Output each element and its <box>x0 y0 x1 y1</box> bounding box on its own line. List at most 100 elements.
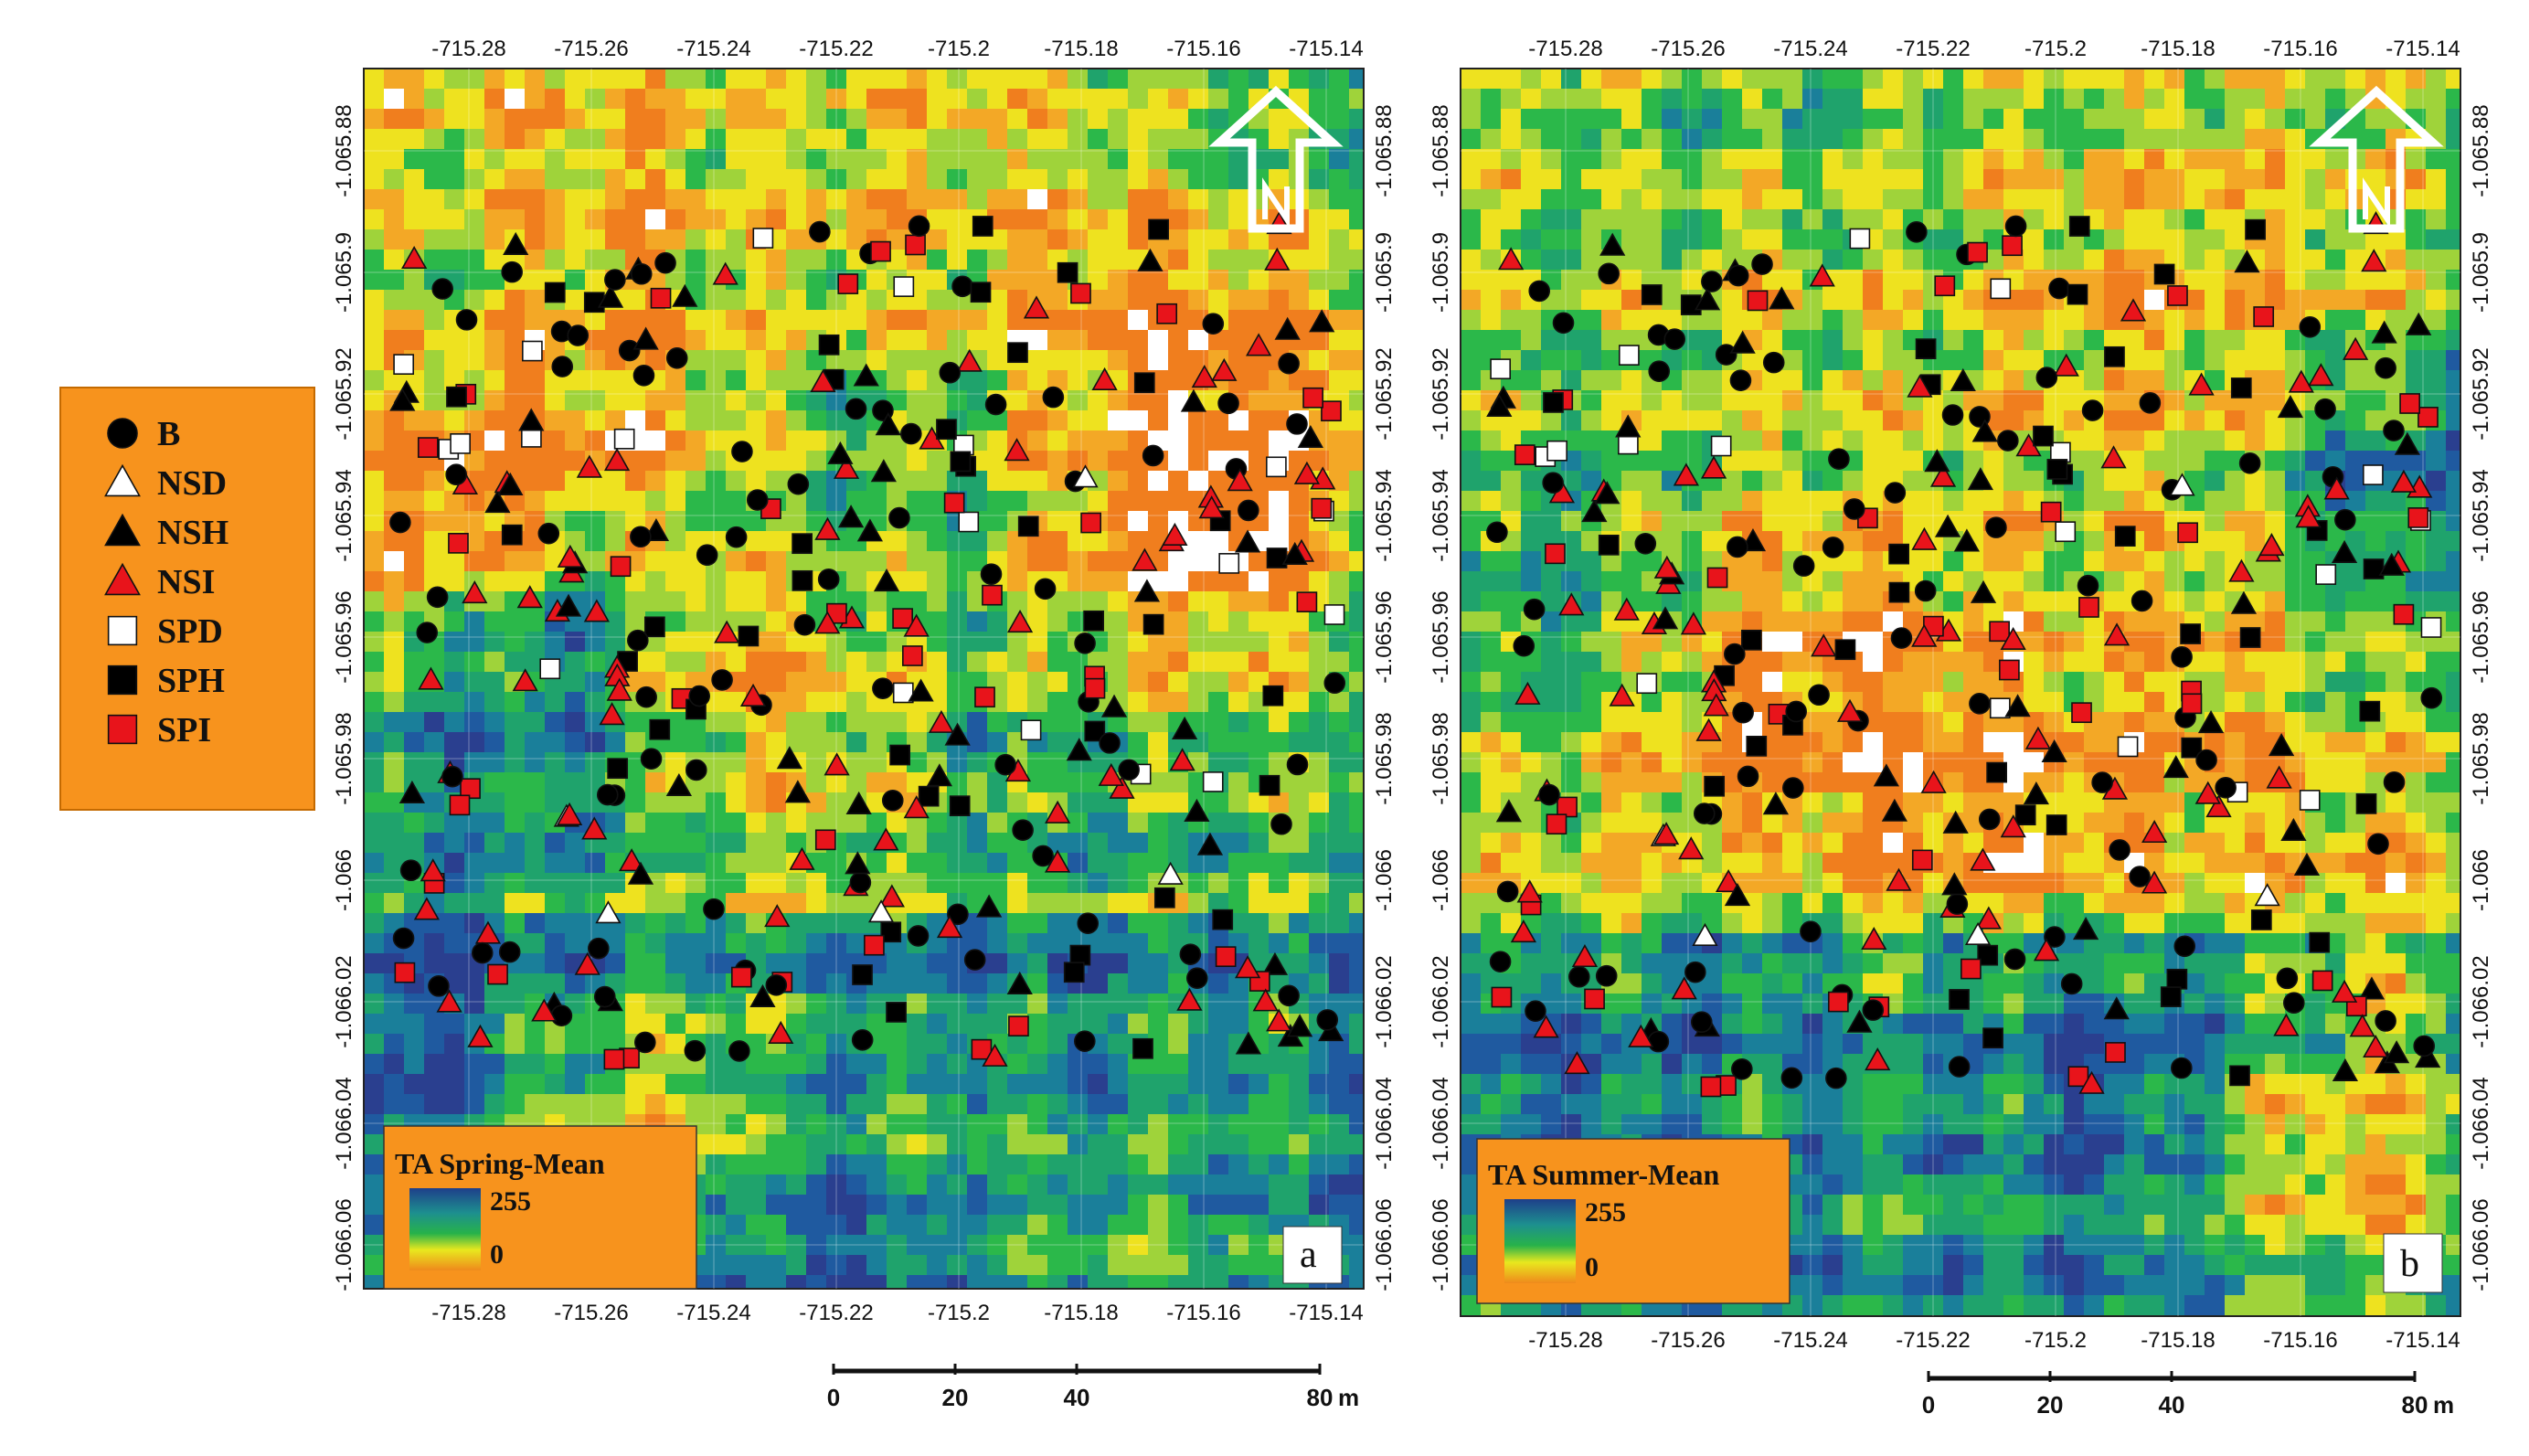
raster-cell <box>1802 350 1823 371</box>
raster-cell <box>746 250 767 271</box>
raster-cell <box>404 229 425 250</box>
raster-cell <box>1601 551 1622 572</box>
raster-cell <box>1027 1054 1048 1075</box>
raster-cell <box>1662 209 1683 230</box>
raster-cell <box>987 632 1008 653</box>
raster-cell <box>806 953 827 974</box>
raster-cell <box>706 511 727 532</box>
raster-cell <box>2205 290 2226 311</box>
raster-cell <box>1168 1114 1189 1135</box>
raster-cell <box>1128 1215 1149 1236</box>
raster-cell <box>1148 410 1169 431</box>
raster-cell <box>1461 229 1482 250</box>
raster-cell <box>726 250 747 271</box>
raster-cell <box>545 833 566 854</box>
raster-cell <box>1249 290 1270 311</box>
raster-cell <box>1168 1014 1189 1035</box>
raster-cell <box>1289 69 1310 90</box>
raster-cell <box>2084 632 2105 653</box>
raster-cell <box>927 1174 948 1196</box>
raster-cell <box>1963 109 1984 130</box>
sample-point-spi <box>448 532 469 554</box>
sample-point-nsi <box>1227 468 1253 492</box>
raster-cell <box>2426 451 2447 472</box>
raster-cell <box>987 1215 1008 1236</box>
raster-cell <box>1521 310 1542 331</box>
raster-cell <box>665 1054 686 1075</box>
raster-cell <box>987 471 1008 492</box>
raster-cell <box>706 69 727 90</box>
raster-cell <box>907 471 928 492</box>
raster-cell <box>746 209 767 230</box>
sample-point-b <box>455 309 478 331</box>
sample-point-nsi <box>764 904 791 928</box>
raster-cell <box>665 732 686 753</box>
raster-cell <box>545 410 566 431</box>
raster-cell <box>1128 1154 1149 1175</box>
raster-cell <box>364 310 385 331</box>
sample-point-b <box>627 629 649 652</box>
raster-cell <box>384 290 405 311</box>
raster-cell <box>384 330 405 351</box>
sample-point-spd <box>1266 456 1287 478</box>
raster-cell <box>685 149 707 170</box>
raster-cell <box>766 350 787 371</box>
raster-cell <box>625 1074 646 1095</box>
raster-cell <box>1228 290 1249 311</box>
legend-label-spd: SPD <box>157 612 223 651</box>
raster-cell <box>525 209 546 230</box>
raster-cell <box>2003 571 2024 592</box>
raster-cell <box>1943 109 1964 130</box>
raster-cell <box>987 250 1008 271</box>
raster-cell <box>2144 350 2165 371</box>
raster-cell <box>1128 994 1149 1015</box>
raster-cell <box>1923 652 1944 673</box>
raster-cell <box>927 169 948 190</box>
raster-cell <box>1047 1174 1068 1196</box>
raster-cell <box>2265 330 2286 351</box>
raster-cell <box>1621 270 1642 291</box>
raster-cell <box>1481 109 1502 130</box>
raster-cell <box>726 69 747 90</box>
raster-cell <box>1068 591 1089 612</box>
raster-cell <box>1481 250 1502 271</box>
raster-cell <box>1188 229 1209 250</box>
raster-cell <box>1863 370 1884 391</box>
raster-cell <box>887 1094 908 1115</box>
raster-cell <box>1289 571 1310 592</box>
raster-cell <box>987 350 1008 371</box>
raster-cell <box>1027 873 1048 894</box>
raster-cell <box>1228 1114 1249 1135</box>
raster-cell <box>1249 1054 1270 1075</box>
raster-cell <box>2345 632 2366 653</box>
raster-cell <box>1883 410 1904 431</box>
raster-cell <box>1088 209 1109 230</box>
sample-point-nsi <box>810 368 836 393</box>
raster-cell <box>585 229 606 250</box>
y-tick-label: -1.066.04 <box>1372 1077 1397 1169</box>
raster-cell <box>384 310 405 331</box>
raster-cell <box>665 69 686 90</box>
raster-cell <box>364 1114 385 1135</box>
raster-cell <box>1088 792 1109 813</box>
raster-cell <box>1802 531 1823 552</box>
raster-cell <box>1682 350 1703 371</box>
sample-point-b <box>632 364 655 387</box>
raster-cell <box>786 390 807 411</box>
raster-cell <box>967 1134 988 1155</box>
raster-cell <box>846 1054 867 1075</box>
raster-cell <box>806 390 827 411</box>
raster-cell <box>2426 571 2447 592</box>
sample-point-nsi <box>873 827 899 851</box>
raster-cell <box>2024 229 2045 250</box>
sample-point-nsi <box>1109 775 1135 799</box>
raster-cell <box>826 89 847 110</box>
raster-cell <box>1943 350 1964 371</box>
sample-point-b <box>1185 967 1208 989</box>
raster-cell <box>1249 833 1270 854</box>
raster-cell <box>1561 531 1582 552</box>
raster-cell <box>1349 692 1365 713</box>
raster-cell <box>1722 410 1743 431</box>
raster-cell <box>1642 551 1663 572</box>
raster-cell <box>987 792 1008 813</box>
